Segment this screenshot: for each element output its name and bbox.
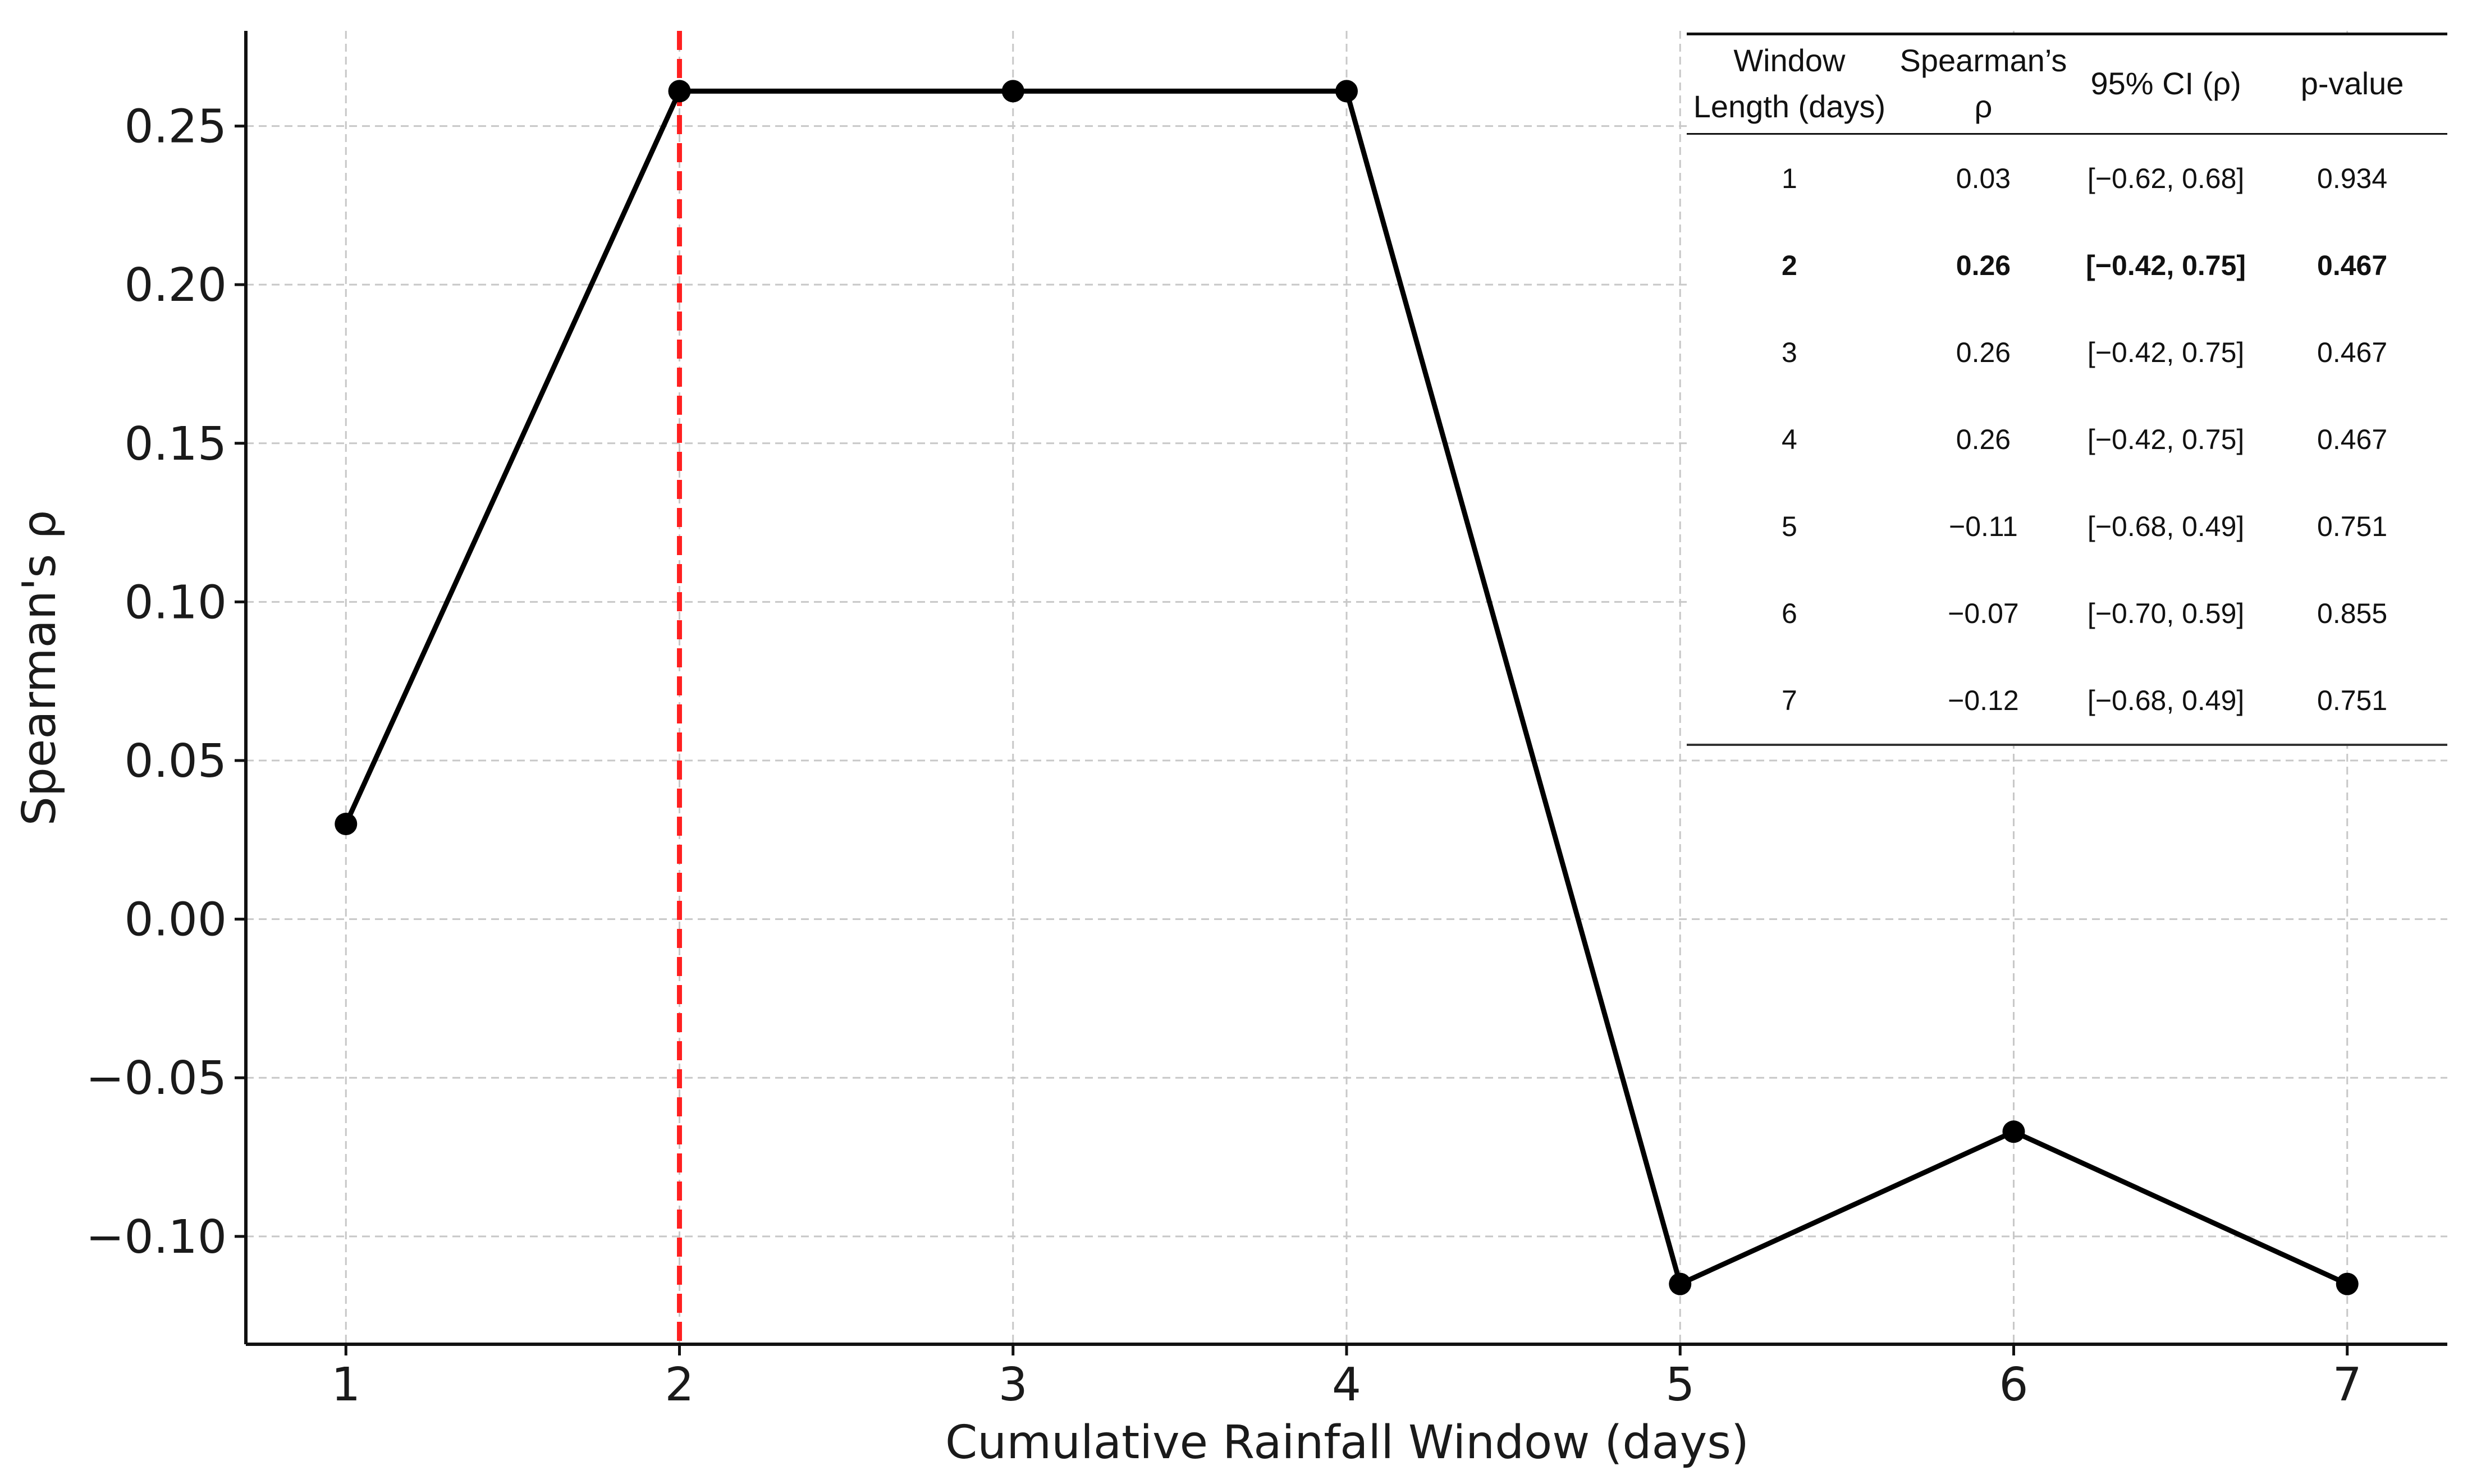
x-tick-label: 5	[1665, 1358, 1695, 1412]
table-cell-rho: −0.12	[1892, 657, 2075, 746]
table-header-row: Window Length (days) Spearman’s ρ 95% CI…	[1687, 33, 2447, 135]
x-tick-label: 1	[331, 1358, 360, 1412]
data-point	[668, 80, 691, 103]
data-point	[335, 813, 358, 836]
grid-lines	[246, 31, 2447, 1344]
y-tick-label: 0.15	[124, 418, 227, 471]
x-tick-label: 6	[1999, 1358, 2028, 1412]
data-point	[1001, 80, 1024, 103]
x-tick-label: 2	[665, 1358, 694, 1412]
table-body: 1 0.03 [−0.62, 0.68] 0.934 2 0.26 [−0.42, 0.75…	[1687, 134, 2447, 746]
table-cell-ci: [−0.68, 0.49]	[2075, 657, 2258, 746]
table-cell-ci: [−0.70, 0.59]	[2087, 597, 2245, 629]
table-cell-rho: 0.03	[1956, 162, 2011, 194]
table-cell-window: 1	[1782, 162, 1797, 194]
y-axis-label: Spearman's ρ	[13, 510, 66, 826]
table-cell-ci: [−0.62, 0.68]	[2087, 162, 2245, 194]
y-tick-label: 0.20	[124, 259, 227, 312]
table-cell-p: 0.934	[2317, 162, 2388, 194]
table-cell-rho: −0.07	[1948, 597, 2019, 629]
data-point	[1669, 1272, 1692, 1295]
table-row: 2 0.26 [−0.42, 0.75] 0.467	[1687, 222, 2447, 309]
y-tick-label: 0.00	[124, 894, 227, 947]
axes	[235, 31, 2447, 1355]
table-cell-p: 0.855	[2317, 597, 2388, 629]
header-spearman-rho: Spearman’s ρ	[1892, 33, 2075, 135]
statistics-table: Window Length (days) Spearman’s ρ 95% CI…	[1687, 33, 2447, 746]
table-cell-p: 0.467	[2317, 423, 2388, 455]
x-tick-label: 7	[2333, 1358, 2362, 1412]
header-window-length: Window Length (days)	[1687, 33, 1892, 135]
table-row: 1 0.03 [−0.62, 0.68] 0.934	[1687, 134, 2447, 222]
table-cell-p: 0.467	[2317, 249, 2388, 281]
table-cell-ci: [−0.42, 0.75]	[2086, 249, 2246, 281]
table-cell-window: 4	[1782, 423, 1797, 455]
table-cell-p: 0.751	[2317, 510, 2388, 542]
y-tick-label: −0.05	[86, 1052, 227, 1105]
y-tick-label: 0.10	[124, 576, 227, 629]
tick-labels: 1 2 3 4 5 6 7 −0.10 −0.05 0.00 0.05 0.10 0.15 0.20 0.2…	[86, 100, 2362, 1412]
header-confidence-interval: 95% CI (ρ)	[2075, 33, 2258, 135]
table-row: 3 0.26 [−0.42, 0.75] 0.467	[1687, 309, 2447, 396]
table-row: 4 0.26 [−0.42, 0.75] 0.467	[1687, 396, 2447, 483]
table-cell-p: 0.467	[2317, 336, 2388, 368]
table-cell-window: 6	[1782, 597, 1797, 629]
table-cell-rho: −0.11	[1949, 510, 2018, 542]
header-p-value: p-value	[2257, 33, 2447, 135]
table-cell-window: 3	[1782, 336, 1797, 368]
table-cell-ci: [−0.68, 0.49]	[2087, 510, 2245, 542]
y-tick-label: 0.25	[124, 100, 227, 154]
x-tick-label: 3	[999, 1358, 1028, 1412]
table-row: 7 −0.12 [−0.68, 0.49] 0.751	[1687, 657, 2447, 746]
series-layer	[335, 80, 2359, 1295]
table-cell-rho: 0.26	[1956, 423, 2011, 455]
table-row: 6 −0.07 [−0.70, 0.59] 0.855	[1687, 570, 2447, 657]
table-cell-p: 0.751	[2257, 657, 2447, 746]
data-point	[2002, 1120, 2025, 1143]
table-cell-window: 5	[1782, 510, 1797, 542]
table-cell-rho: 0.26	[1956, 336, 2011, 368]
table-row: 5 −0.11 [−0.68, 0.49] 0.751	[1687, 483, 2447, 570]
table-cell-rho: 0.26	[1956, 249, 2011, 281]
y-tick-label: −0.10	[86, 1211, 227, 1264]
table-cell-window: 7	[1687, 657, 1892, 746]
table-cell-ci: [−0.42, 0.75]	[2087, 423, 2245, 455]
x-axis-label: Cumulative Rainfall Window (days)	[945, 1416, 1749, 1469]
table-cell-ci: [−0.42, 0.75]	[2087, 336, 2245, 368]
x-tick-label: 4	[1332, 1358, 1361, 1412]
data-point	[2336, 1272, 2359, 1295]
table-cell-window: 2	[1782, 249, 1797, 281]
results-table: Window Length (days) Spearman’s ρ 95% CI…	[1687, 33, 2447, 746]
data-point	[1335, 80, 1358, 103]
y-tick-label: 0.05	[124, 735, 227, 788]
